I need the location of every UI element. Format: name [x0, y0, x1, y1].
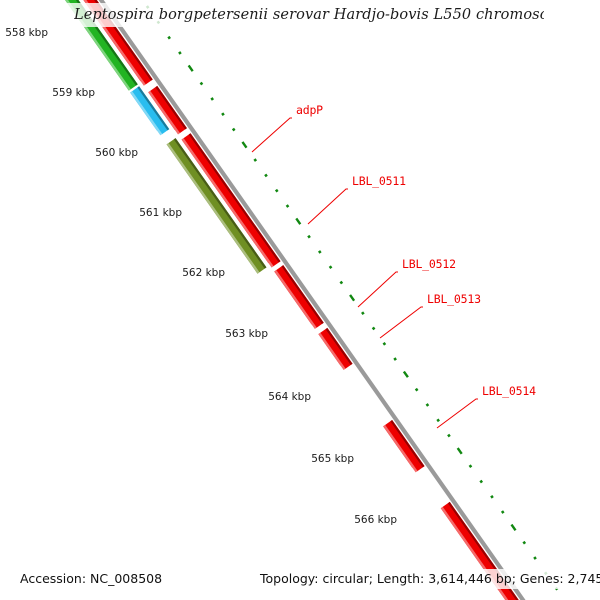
gene-body — [383, 420, 425, 472]
ruler-tick-major — [241, 141, 248, 149]
feature-label-adpp[interactable]: adpP — [296, 103, 323, 117]
gene-highlight-edge — [181, 138, 274, 268]
ruler-tick-minor — [339, 280, 344, 285]
gene-LBL_0514-red[interactable] — [383, 420, 425, 473]
feature-label-lbl_0512[interactable]: LBL_0512 — [402, 257, 456, 271]
ruler-tick-minor — [285, 204, 290, 208]
gene-red-3[interactable] — [181, 133, 281, 268]
ruler-tick-minor — [468, 464, 473, 469]
gene-body — [181, 133, 281, 267]
gene-body — [130, 86, 170, 135]
feature-leader-line — [357, 271, 398, 308]
ruler-tick-major — [402, 370, 409, 378]
gene-adpP-cyan[interactable] — [130, 86, 170, 136]
ruler-tick-minor — [221, 112, 225, 117]
ruler-tick-minor — [554, 586, 559, 591]
leader-line-group — [251, 117, 478, 429]
ruler-label: 566 kbp — [354, 514, 397, 526]
gene-highlight-edge — [130, 91, 163, 136]
feature-leader-line — [436, 398, 478, 429]
ruler-tick-minor — [199, 81, 204, 86]
gene-LBL_0512-red[interactable] — [274, 265, 324, 330]
ruler-tick-minor — [393, 357, 397, 361]
gene-shadow-edge — [281, 265, 324, 324]
ruler-tick-minor — [447, 433, 451, 438]
gene-body — [166, 138, 267, 274]
gene-body — [274, 265, 324, 328]
ruler-tick-minor — [382, 341, 387, 346]
gene-highlight-edge — [318, 332, 346, 370]
gene-body — [318, 327, 353, 369]
ruler-tick-major — [295, 217, 302, 225]
gene-LBL_0511-olive[interactable] — [166, 138, 267, 274]
gene-shadow-edge — [188, 133, 281, 263]
ruler-tick-minor — [307, 234, 311, 239]
ruler-label: 561 kbp — [139, 207, 182, 219]
organism-title: Leptospira borgpetersenii serovar Hardjo… — [74, 7, 544, 23]
gene-red-2[interactable] — [148, 85, 187, 135]
ruler-label: 564 kbp — [268, 391, 311, 403]
ruler-tick-major — [456, 447, 463, 455]
ruler-tick-minor — [167, 35, 171, 40]
ruler-tick-minor — [274, 188, 279, 193]
feature-leader-line — [307, 188, 348, 225]
ruler-tick-minor — [264, 173, 268, 178]
feature-label-lbl_0514[interactable]: LBL_0514 — [482, 384, 536, 398]
ruler-tick-minor — [317, 250, 322, 254]
ruler-tick-minor — [522, 540, 527, 545]
ruler-tick-major — [187, 64, 194, 72]
ruler-tick-minor — [479, 479, 484, 484]
gene-shadow-edge — [173, 138, 267, 269]
ruler-label: 558 kbp — [5, 27, 48, 39]
gene-highlight-edge — [166, 142, 260, 274]
tick-group — [145, 5, 559, 591]
ruler-tick-major — [510, 523, 517, 531]
ruler-tick-minor — [328, 265, 333, 270]
gene-highlight-edge — [383, 424, 418, 473]
ruler-tick-minor — [253, 158, 258, 162]
gene-shadow-edge — [94, 0, 153, 81]
feature-leader-line — [379, 306, 423, 339]
ruler-tick-minor — [371, 326, 376, 331]
gene-body — [148, 85, 187, 134]
ruler-label: 560 kbp — [95, 147, 138, 159]
gene-shadow-edge — [325, 327, 353, 365]
gene-shadow-edge — [155, 85, 187, 130]
ruler-tick-minor — [533, 556, 537, 560]
ruler-tick-minor — [436, 418, 440, 423]
ruler-label: 559 kbp — [52, 87, 95, 99]
gene-group[interactable] — [29, 0, 532, 600]
feature-label-lbl_0513[interactable]: LBL_0513 — [427, 292, 481, 306]
gene-shadow-edge — [390, 420, 425, 468]
feature-label-lbl_0511[interactable]: LBL_0511 — [352, 174, 406, 188]
ruler-label: 562 kbp — [182, 267, 225, 279]
backbone-highlight — [95, 0, 522, 600]
ruler-tick-minor — [210, 97, 215, 101]
ruler-tick-minor — [414, 387, 419, 392]
ruler-tick-major — [349, 294, 356, 302]
ruler-tick-minor — [361, 311, 365, 315]
gene-highlight-edge — [440, 506, 509, 600]
ruler-label: 563 kbp — [225, 328, 268, 340]
ruler-tick-minor — [425, 403, 430, 407]
gene-LBL_0513-red[interactable] — [318, 327, 353, 370]
ruler-tick-minor — [543, 571, 548, 576]
ruler-label: 565 kbp — [311, 453, 354, 465]
ruler-tick-minor — [500, 510, 505, 514]
backbone-group — [95, 0, 526, 600]
gene-shadow-edge — [137, 86, 170, 131]
ruler-tick-minor — [490, 494, 494, 499]
gene-highlight-edge — [148, 90, 180, 135]
ruler-tick-minor — [231, 127, 236, 132]
feature-leader-line — [251, 117, 292, 153]
backbone-line — [98, 0, 526, 600]
ruler-tick-minor — [178, 51, 182, 55]
gene-highlight-edge — [274, 270, 317, 330]
